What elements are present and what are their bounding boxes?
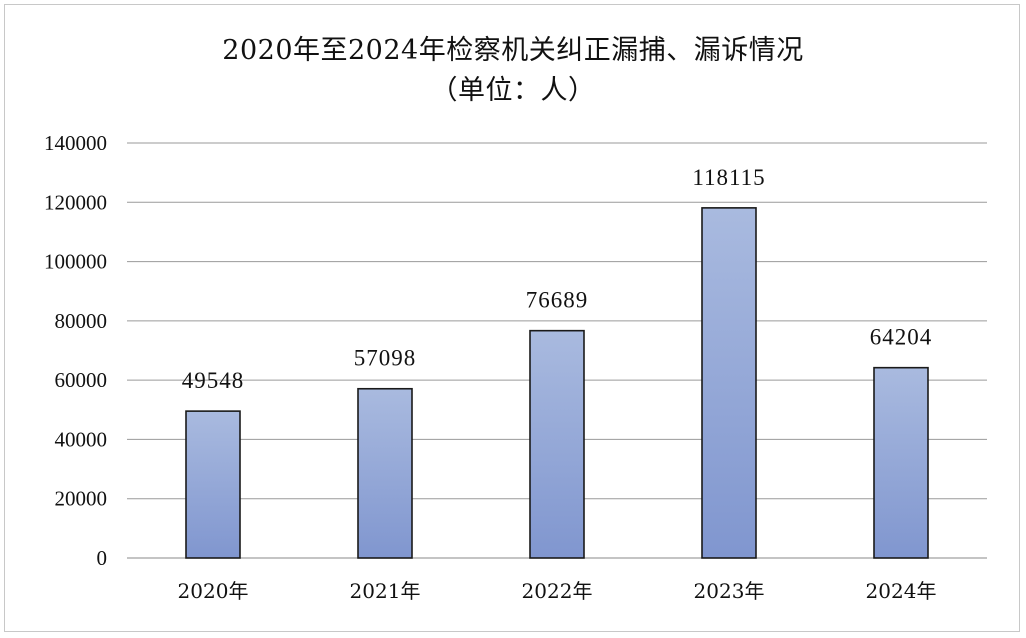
y-tick-label: 0 <box>97 546 108 570</box>
bar <box>185 410 241 559</box>
data-label: 64204 <box>870 325 933 350</box>
y-axis-ticks: 0 20000 40000 60000 80000 100000 120000 140000 <box>44 131 107 570</box>
x-category-label: 2024年 <box>866 579 937 603</box>
y-tick-label: 140000 <box>44 131 107 155</box>
bars <box>185 207 929 559</box>
x-category-label: 2020年 <box>178 579 249 603</box>
y-tick-label: 20000 <box>55 487 108 511</box>
data-labels: 49548 57098 76689 118115 64204 <box>182 165 933 393</box>
x-category-label: 2023年 <box>694 579 765 603</box>
data-label: 118115 <box>692 165 765 190</box>
y-tick-label: 120000 <box>44 190 107 214</box>
x-category-label: 2022年 <box>522 579 593 603</box>
data-label: 49548 <box>182 368 245 393</box>
chart-subtitle: （单位：人） <box>430 75 596 106</box>
y-tick-label: 60000 <box>55 368 108 392</box>
y-tick-label: 40000 <box>55 427 108 451</box>
chart-frame <box>4 4 1020 632</box>
y-tick-label: 100000 <box>44 250 107 274</box>
bar <box>701 207 757 559</box>
data-label: 57098 <box>354 346 417 371</box>
y-tick-label: 80000 <box>55 309 108 333</box>
x-axis-categories: 2020年 2021年 2022年 2023年 2024年 <box>178 579 937 603</box>
bar <box>357 387 413 559</box>
data-label: 76689 <box>526 288 589 313</box>
bar <box>873 366 929 559</box>
chart-title: 2020年至2024年检察机关纠正漏捕、漏诉情况 <box>222 35 804 66</box>
bar <box>529 329 585 559</box>
x-category-label: 2021年 <box>350 579 421 603</box>
